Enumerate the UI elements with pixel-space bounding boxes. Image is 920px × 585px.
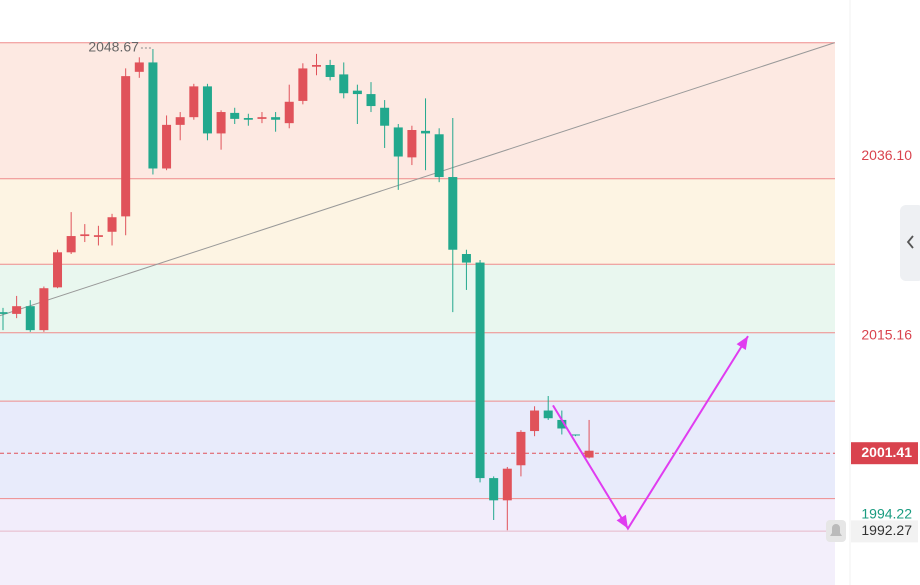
candle-body <box>189 86 199 118</box>
candle-body <box>407 130 417 158</box>
candle-body <box>516 431 526 466</box>
candle-body <box>162 124 172 169</box>
candle-body <box>53 252 63 288</box>
trend-line <box>0 42 835 317</box>
candle-body <box>148 62 158 169</box>
candle-body <box>121 76 131 217</box>
candle-body <box>434 134 444 178</box>
candle-body <box>543 410 553 419</box>
candle-body <box>175 117 185 125</box>
candle-body <box>366 94 376 107</box>
fib-band <box>0 264 835 333</box>
candle-body <box>570 434 580 436</box>
candle-body <box>502 468 512 501</box>
candle-body <box>66 236 76 253</box>
plot-area: 2048.67 <box>0 39 835 585</box>
fib-band <box>0 531 835 585</box>
candle-body <box>461 254 471 263</box>
fib-band <box>0 401 835 499</box>
candle-body <box>202 86 212 134</box>
candle-body <box>352 90 362 95</box>
candle-body <box>421 130 431 134</box>
candle-body <box>380 107 390 126</box>
candle-body <box>298 68 308 101</box>
collapse-button[interactable] <box>900 205 920 281</box>
candle-body <box>584 450 594 458</box>
low-price-label: 1992.27 <box>861 522 912 538</box>
candle-body <box>107 217 117 232</box>
projection-arrowhead <box>616 514 628 529</box>
alert-bell-icon[interactable] <box>826 520 846 542</box>
fib-band <box>0 332 835 402</box>
candle-body <box>475 262 485 479</box>
candle-body <box>557 419 567 429</box>
last-price-label: 2001.41 <box>861 444 912 460</box>
candle-body <box>530 410 540 432</box>
candle-body <box>311 65 321 67</box>
candle-body <box>0 312 8 314</box>
candle-body <box>39 288 49 331</box>
fib-band <box>0 498 835 532</box>
y-tick-label: 1994.22 <box>861 505 912 521</box>
projection-arrowhead <box>736 336 749 350</box>
fib-band <box>0 178 835 265</box>
candle-body <box>230 112 240 119</box>
candle-body <box>325 65 335 77</box>
candle-body <box>12 306 22 314</box>
candle-body <box>448 177 458 250</box>
candle-body <box>25 306 35 331</box>
candle-body <box>271 117 281 120</box>
y-tick-label: 2036.10 <box>861 147 912 163</box>
last-price-badge <box>851 442 918 465</box>
candle-body <box>216 112 226 134</box>
candle-body <box>80 234 90 237</box>
candle-body <box>243 118 253 120</box>
candle-body <box>489 478 499 501</box>
candle-body <box>339 74 349 94</box>
candle-body <box>134 62 144 72</box>
candle-body <box>393 127 403 157</box>
high-label: 2048.67 <box>88 39 139 55</box>
candle-body <box>257 117 267 119</box>
candle-body <box>93 235 103 237</box>
low-price-badge <box>851 520 918 543</box>
candle-body <box>284 101 294 124</box>
price-axis-panel <box>835 0 920 585</box>
y-tick-label: 2015.16 <box>861 326 912 342</box>
price-axis: 2036.10 2015.16 1994.22 2001.41 1992.27 <box>851 147 918 543</box>
